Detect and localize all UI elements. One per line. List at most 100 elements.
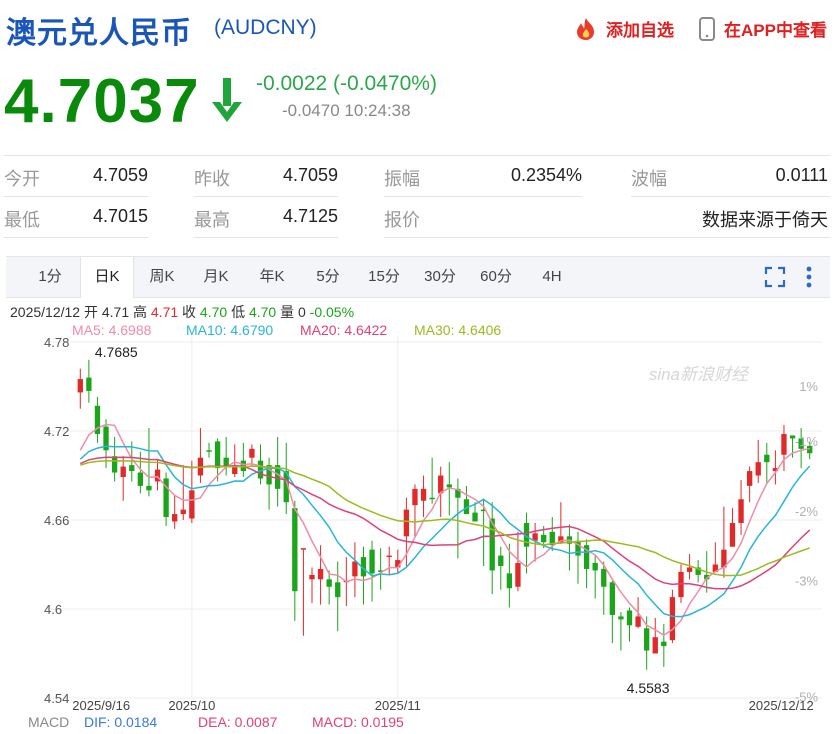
candle-body	[506, 573, 513, 589]
candle-body	[558, 536, 564, 543]
pair-code: (AUDCNY)	[214, 16, 317, 39]
bar-vol-label: 量	[280, 304, 295, 320]
open-label: 今开	[4, 169, 40, 189]
bar-date: 2025/12/12	[10, 304, 81, 320]
tab-5min[interactable]: 5分	[316, 268, 340, 285]
divider	[4, 155, 830, 156]
candle-body	[446, 484, 452, 488]
y-tick-label: 4.72	[44, 424, 69, 439]
candle-body	[678, 571, 684, 598]
ma5-label: MA5: 4.6988	[72, 322, 152, 338]
bar-open-label: 开	[83, 304, 98, 320]
candle-body	[377, 570, 384, 572]
min-annotation: 4.5583	[627, 680, 670, 696]
ma20-label: MA20: 4.6422	[300, 322, 388, 338]
last-price: 4.7037	[4, 67, 200, 136]
candle-body	[429, 497, 435, 500]
candle-body	[309, 574, 315, 580]
quote-label: 报价	[384, 210, 420, 230]
tab-60min[interactable]: 60分	[480, 268, 512, 285]
add-watchlist-button[interactable]: 添加自选	[572, 16, 674, 41]
candle-body	[541, 534, 547, 543]
more-icon[interactable]	[804, 265, 814, 294]
candle-body	[523, 522, 530, 547]
divider	[194, 237, 338, 238]
sub-change: -0.0470	[282, 101, 340, 120]
pct-tick-label: -5%	[795, 689, 819, 704]
tab-4h[interactable]: 4H	[542, 268, 562, 285]
candle-body	[163, 478, 169, 518]
candle-body	[275, 465, 281, 489]
candle-body	[480, 509, 487, 512]
ma30-line	[80, 460, 810, 577]
view-in-app-button[interactable]: 在APP中查看	[698, 16, 827, 41]
bar-open: 4.71	[101, 304, 130, 320]
high-value: 4.7125	[282, 206, 338, 226]
candle-body	[592, 563, 598, 571]
candle-body	[223, 457, 229, 467]
tab-30min[interactable]: 30分	[424, 268, 456, 285]
candle-body	[120, 466, 126, 477]
pct-tick-label: -3%	[795, 574, 819, 589]
max-annotation: 4.7685	[95, 344, 138, 360]
ma30-label: MA30: 4.6406	[414, 322, 502, 338]
add-watchlist-label: 添加自选	[606, 21, 674, 40]
tab-yearly[interactable]: 年K	[259, 268, 285, 285]
candle-body	[789, 435, 796, 439]
bar-low-label: 低	[231, 304, 246, 320]
x-tick-label: 2025/10	[168, 698, 215, 713]
candle-body	[180, 509, 186, 515]
tab-15min[interactable]: 15分	[368, 268, 400, 285]
candle-body	[704, 574, 710, 580]
x-tick-label: 2025/12/12	[749, 698, 814, 713]
ma10-label: MA10: 4.6790	[186, 322, 274, 338]
prev-close-value: 4.7059	[282, 165, 338, 185]
candle-body	[206, 450, 212, 452]
tab-monthly[interactable]: 月K	[203, 268, 229, 285]
macd-value: MACD: 0.0195	[312, 714, 404, 730]
candle-body	[575, 540, 581, 556]
price-subline: -0.0470 10:24:38	[282, 101, 411, 121]
tab-weekly[interactable]: 周K	[149, 268, 175, 285]
candle-body	[438, 475, 444, 494]
pct-tick-label: -1%	[795, 434, 819, 449]
candle-body	[618, 616, 624, 620]
candle-body	[644, 628, 650, 651]
bar-vol: 0	[297, 304, 306, 320]
candle-body	[721, 549, 727, 568]
wave-value: 0.0111	[775, 165, 828, 185]
candle-body	[283, 471, 289, 503]
candle-body	[755, 462, 761, 476]
candle-body	[549, 531, 555, 546]
candle-body	[154, 469, 161, 482]
divider	[194, 196, 338, 197]
flame-icon	[572, 17, 600, 41]
candle-body	[626, 610, 633, 626]
candle-body	[360, 557, 367, 577]
amplitude-label: 振幅	[384, 169, 420, 189]
bar-low: 4.70	[248, 304, 277, 320]
candle-body	[292, 508, 298, 592]
candle-body	[738, 499, 744, 523]
bar-close-label: 收	[182, 304, 197, 320]
candle-body	[257, 460, 264, 479]
candle-body	[129, 465, 135, 472]
divider	[631, 196, 830, 197]
pair-title: 澳元兑人民币	[6, 17, 192, 50]
amplitude-value: 0.2354%	[510, 165, 582, 185]
tab-1min[interactable]: 1分	[38, 268, 62, 285]
candle-body	[532, 533, 538, 541]
candle-body	[489, 518, 495, 571]
candle-body	[609, 582, 615, 615]
fullscreen-icon[interactable]	[764, 266, 786, 293]
candle-body	[712, 564, 718, 572]
tab-daily[interactable]: 日K	[80, 257, 134, 298]
candle-body	[686, 567, 693, 572]
kline-chart[interactable]: sina新浪财经 4.78 4.72 4.66 4.6 4.54 1% -1% -2% -3% -…	[0, 336, 836, 714]
candle-body	[472, 512, 478, 522]
candle-body	[515, 563, 521, 587]
candle-body	[455, 488, 461, 498]
divider	[4, 237, 148, 238]
candle-body	[601, 568, 607, 587]
bar-high-label: 高	[133, 304, 147, 320]
